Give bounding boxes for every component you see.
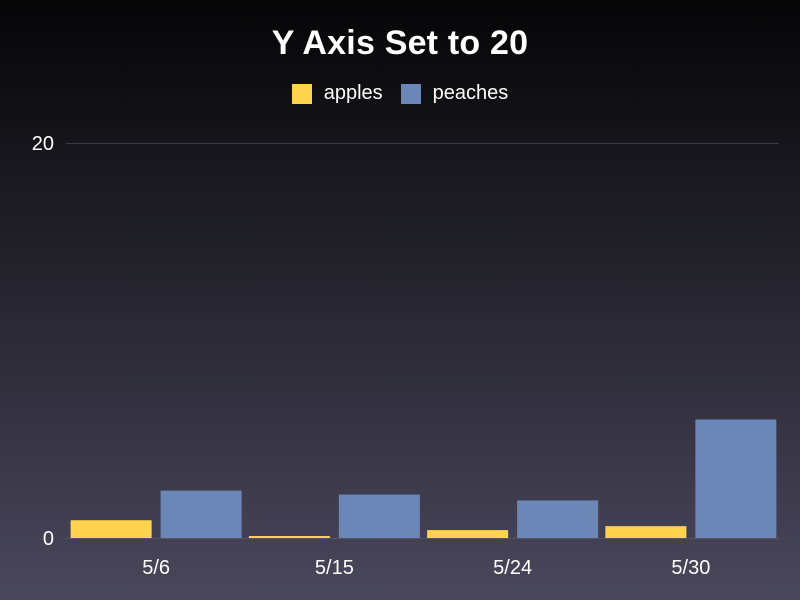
legend-item-apples[interactable]: apples bbox=[291, 82, 383, 105]
bar-apples-3 bbox=[605, 526, 687, 538]
x-tick-label-3: 5/30 bbox=[671, 557, 710, 579]
bar-peaches-3 bbox=[695, 419, 777, 538]
legend-swatch-apples bbox=[291, 83, 312, 104]
bar-peaches-0 bbox=[160, 490, 242, 538]
y-tick-label-20: 20 bbox=[32, 133, 54, 155]
bar-peaches-2 bbox=[517, 500, 599, 538]
legend-label-apples: apples bbox=[323, 82, 383, 104]
legend-item-peaches[interactable]: peaches bbox=[400, 82, 509, 105]
bar-peaches-1 bbox=[338, 494, 420, 538]
bar-apples-2 bbox=[427, 530, 509, 538]
y-tick-label-0: 0 bbox=[43, 528, 54, 550]
legend-label-peaches: peaches bbox=[432, 82, 509, 104]
legend-swatch-peaches bbox=[400, 83, 421, 104]
bar-apples-0 bbox=[70, 520, 152, 538]
legend: apples peaches bbox=[0, 82, 800, 105]
chart-title: Y Axis Set to 20 bbox=[271, 24, 529, 62]
x-tick-label-1: 5/15 bbox=[315, 557, 354, 579]
x-tick-label-0: 5/6 bbox=[142, 557, 170, 579]
x-tick-label-2: 5/24 bbox=[493, 557, 532, 579]
bar-apples-1 bbox=[248, 536, 330, 538]
